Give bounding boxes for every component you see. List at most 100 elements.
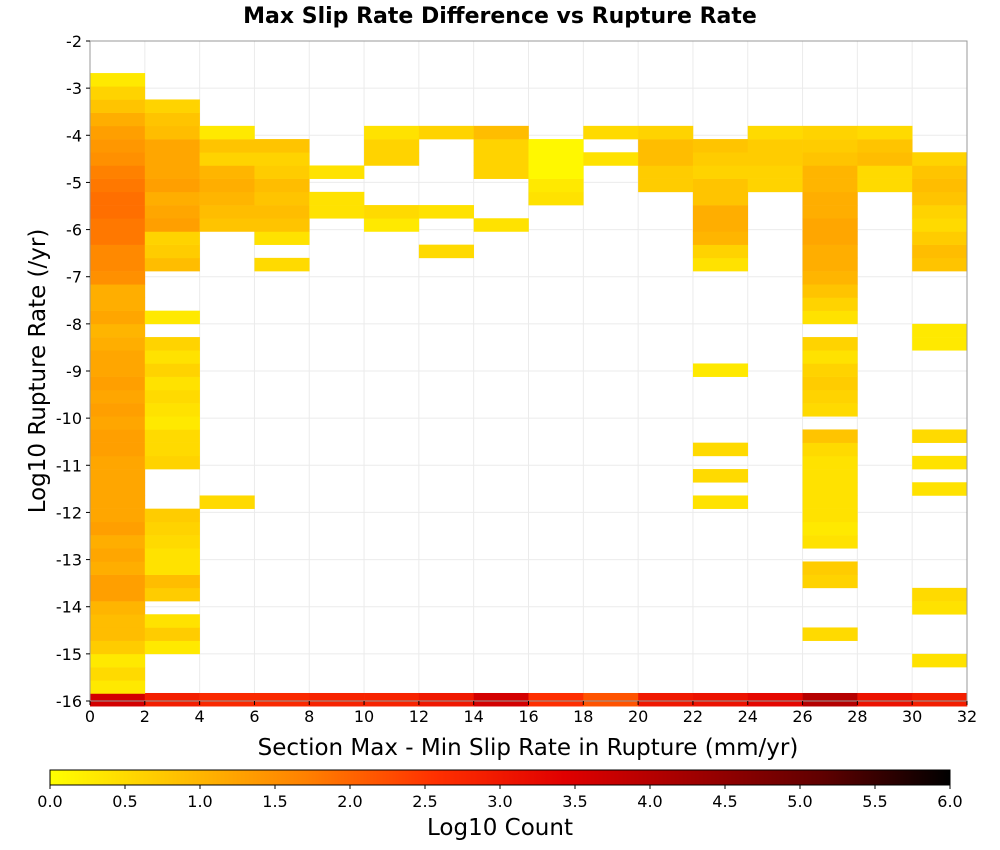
heatmap-cell xyxy=(802,178,858,193)
heatmap-cell xyxy=(144,455,200,470)
x-tick-label: 10 xyxy=(354,707,374,726)
heatmap-cell xyxy=(144,521,200,536)
heatmap-cell xyxy=(418,692,474,707)
heatmap-cell xyxy=(418,125,474,140)
heatmap-cell xyxy=(90,574,146,589)
heatmap-cell xyxy=(912,587,968,602)
heatmap-cell xyxy=(199,191,255,206)
heatmap-cell xyxy=(90,218,146,232)
heatmap-cell xyxy=(912,244,968,259)
heatmap-cell xyxy=(528,152,584,166)
heatmap-cell xyxy=(90,587,146,602)
heatmap-cell xyxy=(90,178,146,193)
heatmap-cell xyxy=(254,165,310,179)
heatmap-cell xyxy=(90,495,146,509)
heatmap-cell xyxy=(90,548,146,562)
heatmap-cell xyxy=(802,297,858,311)
heatmap-cell xyxy=(802,152,858,166)
heatmap-cell xyxy=(90,521,146,536)
heatmap-cell xyxy=(144,337,200,351)
y-tick-label: -11 xyxy=(56,456,82,475)
heatmap-cell xyxy=(364,152,420,166)
heatmap-cell xyxy=(747,125,803,140)
heatmap-cell xyxy=(802,165,858,179)
heatmap-cell xyxy=(912,218,968,232)
colorbar-tick-label: 6.0 xyxy=(937,792,962,811)
heatmap-cell xyxy=(912,165,968,179)
heatmap-cell xyxy=(90,561,146,575)
y-tick-label: -15 xyxy=(56,645,82,664)
heatmap-cell xyxy=(802,508,858,523)
x-tick-label: 18 xyxy=(573,707,593,726)
heatmap-cell xyxy=(90,640,146,655)
heatmap-cell xyxy=(90,139,146,153)
heatmap-cell xyxy=(90,376,146,391)
x-tick-label: 14 xyxy=(464,707,484,726)
heatmap-cell xyxy=(254,692,310,707)
heatmap-cell xyxy=(254,231,310,245)
heatmap-cell xyxy=(692,495,749,509)
heatmap-cell xyxy=(473,692,529,707)
y-tick-label: -12 xyxy=(56,503,82,522)
heatmap-cell xyxy=(144,363,200,377)
y-tick-label: -10 xyxy=(56,409,82,428)
colorbar-tick-label: 1.0 xyxy=(187,792,212,811)
heatmap-cell xyxy=(802,284,858,298)
heatmap-cell xyxy=(144,139,200,153)
x-tick-label: 26 xyxy=(792,707,812,726)
heatmap-cell xyxy=(802,561,858,575)
colorbar-tick-label: 5.5 xyxy=(862,792,887,811)
heatmap-cell xyxy=(144,205,200,219)
heatmap-cell xyxy=(90,653,146,668)
heatmap-cell xyxy=(90,337,146,351)
colorbar-tick-label: 4.5 xyxy=(712,792,737,811)
heatmap-cell xyxy=(90,692,146,707)
heatmap-cell xyxy=(912,205,968,219)
heatmap-cell xyxy=(692,692,749,707)
heatmap-cell xyxy=(802,627,858,641)
heatmap-cell xyxy=(90,350,146,364)
x-tick-label: 22 xyxy=(683,707,703,726)
heatmap-cell xyxy=(144,310,200,325)
heatmap-cell xyxy=(912,429,968,443)
heatmap-cell xyxy=(144,587,200,602)
heatmap-cell xyxy=(144,403,200,417)
heatmap-cell xyxy=(802,692,858,707)
heatmap-cell xyxy=(418,205,474,219)
colorbar-tick-label: 3.5 xyxy=(562,792,587,811)
heatmap-cell xyxy=(692,469,749,483)
heatmap-cell xyxy=(802,521,858,536)
heatmap-cell xyxy=(199,692,255,707)
heatmap-cell xyxy=(364,139,420,153)
heatmap-cell xyxy=(144,429,200,443)
heatmap-cell xyxy=(802,125,858,140)
heatmap-cell xyxy=(90,152,146,166)
heatmap-cell xyxy=(528,191,584,206)
heatmap-cell xyxy=(692,442,749,457)
heatmap-cell xyxy=(144,535,200,549)
heatmap-cell xyxy=(144,614,200,628)
heatmap-cell xyxy=(473,152,529,166)
heatmap-cell xyxy=(802,574,858,589)
heatmap-cell xyxy=(144,218,200,232)
heatmap-cell xyxy=(144,627,200,641)
heatmap-cell xyxy=(254,218,310,232)
heatmap-cell xyxy=(692,257,749,272)
heatmap-cell xyxy=(583,692,639,707)
heatmap-cell xyxy=(747,139,803,153)
heatmap-cell xyxy=(912,231,968,245)
heatmap-cell xyxy=(912,152,968,166)
heatmap-cell xyxy=(802,442,858,457)
heatmap-cell xyxy=(802,535,858,549)
heatmap-cell xyxy=(90,99,146,113)
heatmap-cell xyxy=(747,152,803,166)
colorbar-title: Log10 Count xyxy=(427,815,573,841)
x-tick-label: 32 xyxy=(957,707,977,726)
heatmap-cell xyxy=(90,667,146,681)
y-tick-label: -13 xyxy=(56,551,82,570)
heatmap-cell xyxy=(144,561,200,575)
x-tick-label: 0 xyxy=(85,707,95,726)
heatmap-cell xyxy=(802,205,858,219)
x-tick-label: 20 xyxy=(628,707,648,726)
heatmap-cell xyxy=(857,125,913,140)
